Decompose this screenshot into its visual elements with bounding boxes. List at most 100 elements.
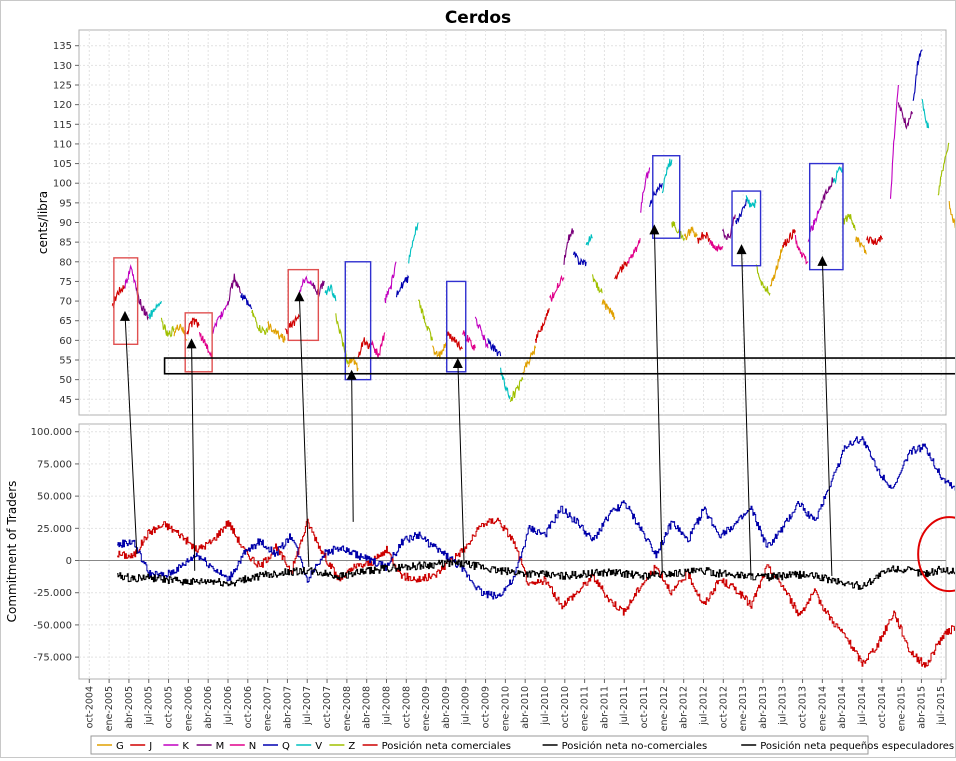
- price-series-V: [148, 300, 162, 320]
- price-series-Z: [937, 142, 950, 196]
- price-series-V: [500, 367, 511, 400]
- price-series-K: [298, 275, 313, 296]
- price-series-M: [820, 177, 835, 209]
- price-y-tick-label: 70: [59, 297, 72, 308]
- x-tick-label: oct-2007: [322, 686, 333, 728]
- price-series-G: [769, 246, 784, 287]
- price-series-K: [211, 300, 229, 334]
- price-series-V: [921, 99, 930, 129]
- chart-title: Cerdos: [445, 8, 511, 28]
- price-series-J: [696, 231, 711, 244]
- price-series-N: [370, 332, 386, 358]
- price-series-M: [563, 228, 575, 265]
- x-tick-label: abr-2007: [282, 686, 293, 729]
- price-y-tick-label: 135: [53, 41, 72, 52]
- annotation-arrow-line: [298, 293, 310, 567]
- price-panel: 45 50 55 60 65 70 75 80 85 90 95 100 105 110 115 120 125…: [36, 29, 956, 416]
- legend-label: N: [249, 741, 256, 752]
- price-series-G: [432, 340, 448, 359]
- highlight-box: [344, 261, 372, 381]
- x-tick-label: abr-2009: [441, 686, 452, 729]
- x-tick-label: oct-2011: [639, 686, 650, 728]
- legend-label: V: [315, 741, 322, 752]
- x-tick-label: oct-2014: [877, 686, 888, 728]
- price-series-J: [186, 317, 200, 335]
- highlight-box: [184, 312, 213, 373]
- legend: G J K M N Q V Z Posición neta comerciales Posició…: [90, 735, 954, 755]
- x-tick-label: abr-2011: [599, 686, 610, 729]
- legend-label: Posición neta no-comerciales: [562, 740, 708, 752]
- x-tick-label: abr-2014: [837, 686, 848, 729]
- price-y-tick-label: 100: [53, 179, 72, 190]
- x-tick-label: ene-2010: [500, 686, 511, 731]
- price-y-tick-label: 65: [59, 316, 72, 327]
- price-series-J: [782, 229, 796, 248]
- legend-label: M: [216, 741, 225, 752]
- legend-label: Posición neta comerciales: [382, 740, 511, 752]
- price-series-N: [626, 238, 641, 265]
- price-series-N: [709, 239, 724, 252]
- price-series-G: [522, 345, 537, 376]
- annotation-arrow-line: [351, 371, 354, 522]
- price-y-tick-label: 75: [59, 277, 72, 288]
- price-series-Z: [417, 299, 434, 341]
- x-tick-label: ene-2005: [104, 686, 115, 731]
- price-y-tick-label: 105: [53, 159, 72, 170]
- x-tick-label: oct-2006: [243, 686, 254, 728]
- x-tick-label: jul-2009: [461, 686, 472, 726]
- x-tick-label: abr-2006: [203, 686, 214, 729]
- cot-y-tick-label: 75.000: [37, 459, 72, 470]
- price-series-J: [614, 260, 628, 280]
- annotation-arrow-head: [119, 310, 130, 321]
- highlight-box: [731, 190, 762, 267]
- price-series-Q: [240, 293, 253, 310]
- price-y-tick-label: 55: [59, 356, 72, 367]
- price-series-Z: [509, 377, 524, 403]
- x-tick-label: ene-2008: [342, 686, 353, 731]
- annotation-arrow-head: [294, 291, 305, 302]
- price-series-Z: [671, 221, 686, 242]
- price-series-G: [948, 201, 956, 231]
- cot-series-3: [117, 559, 956, 590]
- highlight-box: [808, 162, 844, 271]
- x-tick-label: jul-2008: [381, 686, 392, 726]
- price-series-Z: [591, 274, 603, 294]
- annotation-arrow-head: [817, 255, 828, 266]
- annotation-arrow-line: [191, 340, 196, 571]
- cot-y-tick-label: 100.000: [31, 427, 72, 438]
- annotation-arrow-line: [653, 226, 663, 574]
- x-tick-label: jul-2005: [144, 686, 155, 726]
- legend-label: Q: [282, 741, 290, 752]
- x-tick-label: ene-2012: [659, 686, 670, 731]
- legend-label: J: [148, 741, 152, 752]
- price-series-Z: [842, 213, 857, 231]
- annotation-arrow-line: [741, 246, 752, 580]
- annotation-arrow-line: [124, 312, 138, 555]
- price-series-G: [267, 320, 286, 344]
- annotation-arrow-line: [457, 359, 465, 567]
- legend-label: Z: [348, 741, 355, 752]
- annotation-overlay: [119, 224, 956, 593]
- annotation-arrow-head: [452, 358, 463, 368]
- price-series-M: [227, 273, 242, 306]
- price-y-tick-label: 130: [53, 61, 72, 72]
- x-tick-label: jul-2010: [540, 686, 551, 726]
- price-series-N: [198, 332, 213, 359]
- price-series-Q: [735, 198, 747, 225]
- cot-y-axis-label: Commitment of Traders: [5, 481, 19, 623]
- cot-y-tick-label: 50.000: [37, 492, 72, 503]
- price-y-axis-label: cents/libra: [36, 191, 50, 254]
- cot-y-tick-label: 25.000: [37, 524, 72, 535]
- price-series-K: [124, 264, 137, 290]
- price-y-tick-label: 60: [59, 336, 72, 347]
- x-tick-label: ene-2007: [263, 686, 274, 731]
- x-tick-label: oct-2010: [560, 686, 571, 728]
- annotation-arrow-head: [649, 224, 660, 235]
- price-series-Z: [251, 309, 269, 335]
- price-series-Z: [755, 264, 771, 297]
- x-tick-label: jul-2014: [857, 686, 868, 726]
- highlight-box: [287, 268, 320, 342]
- price-series-M: [722, 214, 736, 240]
- x-tick-label: jul-2011: [619, 686, 630, 726]
- price-y-tick-label: 120: [53, 100, 72, 111]
